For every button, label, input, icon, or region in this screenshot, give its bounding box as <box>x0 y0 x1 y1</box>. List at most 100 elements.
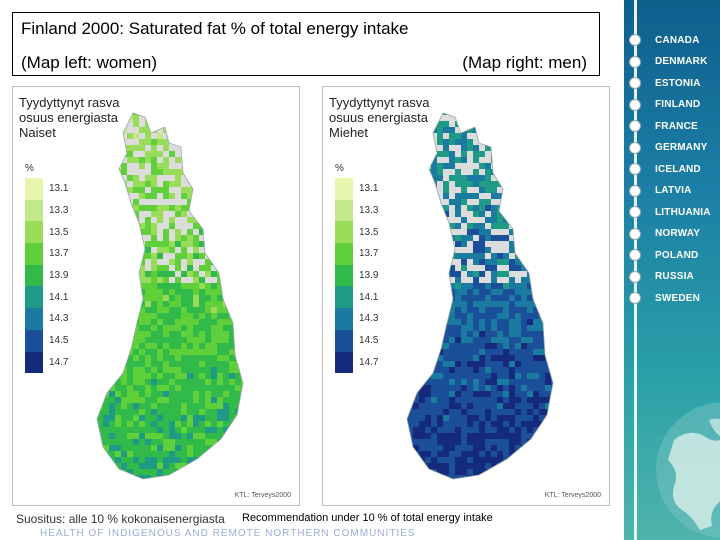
legend-label: 13.3 <box>49 205 69 217</box>
legend-row: 13.9 <box>335 264 379 287</box>
country-label: SWEDEN <box>655 292 701 304</box>
legend-label: 13.3 <box>359 205 379 217</box>
country-item-finland[interactable]: FINLAND <box>624 95 720 115</box>
country-label: FRANCE <box>655 120 698 132</box>
country-label: RUSSIA <box>655 271 694 282</box>
bullet-dot-icon <box>629 249 641 261</box>
country-label: LITHUANIA <box>655 206 711 218</box>
women-map-title: Tyydyttynyt rasva osuus energiasta Naise… <box>19 95 119 140</box>
country-item-denmark[interactable]: DENMARK <box>624 52 720 72</box>
country-label: LATVIA <box>655 185 692 196</box>
country-label: ESTONIA <box>655 77 701 89</box>
map-title-line: Naiset <box>19 125 56 140</box>
legend-row: 14.1 <box>25 286 69 309</box>
country-item-lithuania[interactable]: LITHUANIA <box>624 202 720 222</box>
legend-label: 13.1 <box>359 183 379 195</box>
legend-label: 14.7 <box>359 356 379 368</box>
legend-swatch <box>335 243 353 265</box>
legend-row: 13.1 <box>335 178 378 200</box>
legend-swatch <box>25 308 43 330</box>
legend-swatch <box>335 308 353 330</box>
country-item-poland[interactable]: POLAND <box>624 245 720 265</box>
legend-row: 13.5 <box>25 221 68 244</box>
legend-row: 13.7 <box>335 243 378 265</box>
women-legend: % 13.1 13.3 13.5 13.7 13.9 14.1 14.3 14.5 14.7 <box>25 163 69 374</box>
map-title-line: osuus energiasta <box>19 110 119 125</box>
legend-label: 14.1 <box>359 291 379 303</box>
finland-outline <box>406 112 554 480</box>
country-label: NORWAY <box>655 228 701 239</box>
bullet-dot-icon <box>629 184 641 197</box>
legend-row: 14.7 <box>25 351 69 374</box>
legend-row: 13.3 <box>25 199 69 222</box>
legend-swatch <box>335 351 353 374</box>
men-legend-rows: 13.1 13.3 13.5 13.7 13.9 14.1 14.3 14.5 14.7 <box>335 178 379 374</box>
map-title-line: Tyydyttynyt rasva <box>19 95 120 110</box>
legend-label: 14.1 <box>49 291 69 303</box>
legend-row: 14.5 <box>25 329 69 352</box>
country-item-russia[interactable]: RUSSIA <box>624 267 720 287</box>
legend-label: 14.3 <box>359 313 379 325</box>
country-label: DENMARK <box>655 56 708 67</box>
legend-swatch <box>335 199 353 222</box>
bullet-dot-icon <box>629 77 641 89</box>
map-credit: KTL: Terveys2000 <box>544 492 601 499</box>
country-label: FINLAND <box>655 99 701 110</box>
legend-row: 13.9 <box>25 264 69 287</box>
legend-row: 14.7 <box>335 351 379 374</box>
bullet-dot-icon <box>629 98 641 111</box>
legend-label: 13.9 <box>49 270 69 282</box>
sidebar-line <box>634 0 637 540</box>
bullet-dot-icon <box>629 206 641 218</box>
legend-swatch <box>25 199 43 222</box>
country-item-latvia[interactable]: LATVIA <box>624 181 720 201</box>
legend-label: 13.5 <box>359 226 379 238</box>
legend-row: 14.3 <box>25 308 68 330</box>
bottom-strip-text: HEALTH OF INDIGENOUS AND REMOTE NORTHERN… <box>40 528 416 539</box>
bullet-dot-icon <box>629 141 641 154</box>
bullet-dot-icon <box>629 34 641 46</box>
country-item-germany[interactable]: GERMANY <box>624 138 720 158</box>
legend-swatch <box>25 286 43 309</box>
women-map-panel: Tyydyttynyt rasva osuus energiasta Naise… <box>12 86 300 506</box>
english-recommendation: Recommendation under 10 % of total energ… <box>242 512 493 524</box>
country-item-iceland[interactable]: ICELAND <box>624 159 720 179</box>
country-item-canada[interactable]: CANADA <box>624 30 720 50</box>
legend-swatch <box>335 178 353 200</box>
country-item-norway[interactable]: NORWAY <box>624 224 720 244</box>
globe-icon <box>656 402 720 538</box>
legend-label: 14.5 <box>49 335 69 347</box>
legend-row: 13.1 <box>25 178 68 200</box>
women-finland-map <box>96 112 244 480</box>
legend-label: 13.9 <box>359 270 379 282</box>
legend-label: 14.3 <box>49 313 69 325</box>
legend-label: 13.7 <box>49 248 69 260</box>
legend-label: 14.7 <box>49 356 69 368</box>
legend-label: 14.5 <box>359 335 379 347</box>
map-title-line: osuus energiasta <box>329 110 429 125</box>
bullet-dot-icon <box>629 292 641 304</box>
bullet-dot-icon <box>629 120 641 132</box>
country-item-estonia[interactable]: ESTONIA <box>624 73 720 93</box>
map-title-line: Miehet <box>329 125 369 140</box>
legend-unit: % <box>335 163 344 174</box>
men-map-title: Tyydyttynyt rasva osuus energiasta Miehe… <box>329 95 429 140</box>
legend-swatch <box>335 329 353 352</box>
legend-swatch <box>335 286 353 309</box>
country-label: CANADA <box>655 34 700 46</box>
men-finland-map <box>406 112 554 480</box>
title-box: Finland 2000: Saturated fat % of total e… <box>12 12 600 76</box>
legend-swatch <box>25 329 43 352</box>
legend-swatch <box>25 243 43 265</box>
bullet-dot-icon <box>629 163 641 175</box>
men-legend: % 13.1 13.3 13.5 13.7 13.9 14.1 14.3 14.5 14.7 <box>335 163 379 374</box>
legend-row: 14.3 <box>335 308 378 330</box>
women-legend-rows: 13.1 13.3 13.5 13.7 13.9 14.1 14.3 14.5 14.7 <box>25 178 69 374</box>
legend-swatch <box>335 221 353 244</box>
country-item-france[interactable]: FRANCE <box>624 116 720 136</box>
legend-swatch <box>25 178 43 200</box>
finland-outline <box>96 112 244 480</box>
country-item-sweden[interactable]: SWEDEN <box>624 288 720 308</box>
map-title-line: Tyydyttynyt rasva <box>329 95 430 110</box>
country-sidebar: CANADA DENMARK ESTONIA FINLAND FRANCE GERMANY… <box>624 0 720 540</box>
